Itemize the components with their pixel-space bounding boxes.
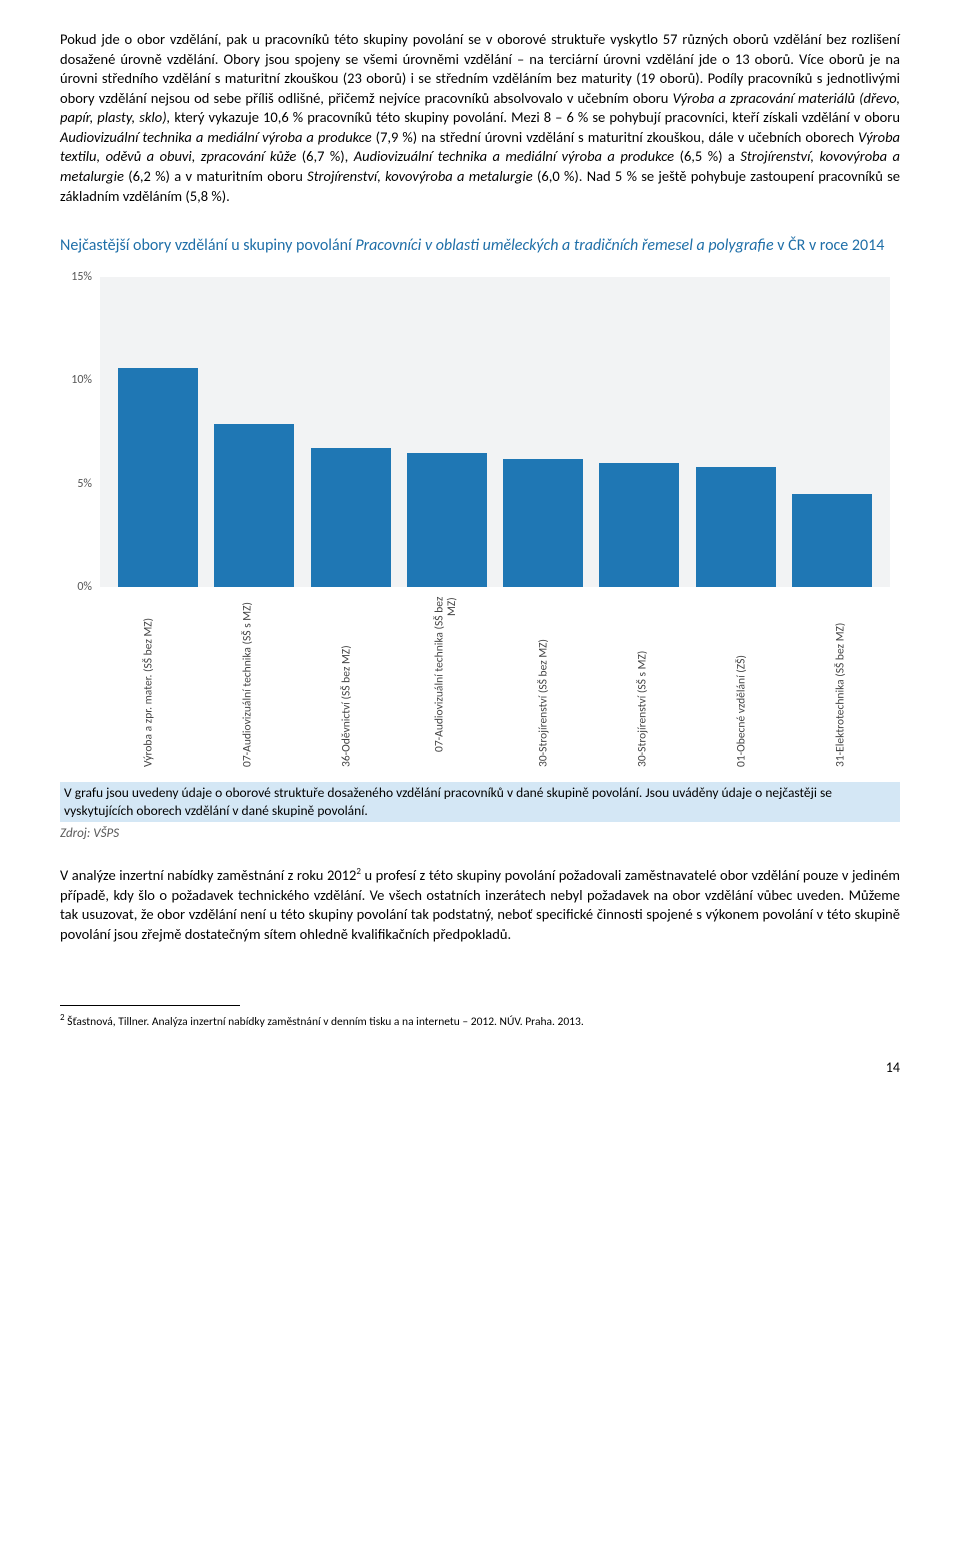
bar <box>407 453 487 587</box>
x-tick-label: 07-Audiovizuální technika (SŠ bez MZ) <box>406 597 486 767</box>
paragraph-2: V analýze inzertní nabídky zaměstnání z … <box>60 866 900 944</box>
x-tick-label: 36-Oděvnictví (SŠ bez MZ) <box>307 597 387 767</box>
x-tick-label: 01-Obecné vzdělání (ZŠ) <box>702 597 782 767</box>
bar-chart: 0%5%10%15% Výroba a zpr. mater. (SŠ bez … <box>60 277 900 777</box>
p1-text-c: (7,9 %) na střední úrovni vzdělání s mat… <box>376 128 858 146</box>
chart-title: Nejčastější obory vzdělání u skupiny pov… <box>60 236 900 257</box>
y-tick-label: 0% <box>77 580 92 594</box>
chart-title-b: v ČR v roce 2014 <box>774 236 885 255</box>
page-number: 14 <box>60 1059 900 1076</box>
footnote-divider <box>60 1005 240 1006</box>
bar <box>311 448 391 586</box>
footnote-text: Šťastnová, Tillner. Analýza inzertní nab… <box>65 1014 584 1028</box>
y-axis: 0%5%10%15% <box>60 277 100 587</box>
p1-italic-6: Strojírenství, kovovýroba a metalurgie <box>307 167 533 185</box>
bar <box>503 459 583 587</box>
paragraph-1: Pokud jde o obor vzdělání, pak u pracovn… <box>60 30 900 206</box>
bar <box>214 424 294 587</box>
x-tick-label: 31-Elektrotechnika (SŠ bez MZ) <box>801 597 881 767</box>
bar <box>118 368 198 587</box>
chart-title-a: Nejčastější obory vzdělání u skupiny pov… <box>60 236 355 255</box>
x-tick-label: Výroba a zpr. mater. (SŠ bez MZ) <box>109 597 189 767</box>
x-tick-label: 30-Strojírenství (SŠ bez MZ) <box>504 597 584 767</box>
x-tick-label: 30-Strojírenství (SŠ s MZ) <box>603 597 683 767</box>
p1-italic-2: Audiovizuální technika a mediální výroba… <box>60 128 372 146</box>
bar <box>696 467 776 587</box>
p1-italic-4: Audiovizuální technika a mediální výroba… <box>354 147 674 165</box>
chart-source: Zdroj: VŠPS <box>60 826 900 841</box>
bar <box>792 494 872 587</box>
chart-title-italic: Pracovníci v oblasti uměleckých a tradič… <box>355 236 773 255</box>
p1-text-b: který vykazuje 10,6 % pracovníků této sk… <box>174 108 900 126</box>
p2-text-a: V analýze inzertní nabídky zaměstnání z … <box>60 866 356 884</box>
p1-text-e: (6,5 %) a <box>680 147 741 165</box>
p1-text-f: (6,2 %) a v maturitním oboru <box>128 167 307 185</box>
y-tick-label: 5% <box>77 477 92 491</box>
y-tick-label: 15% <box>71 270 92 284</box>
x-tick-label: 07-Audiovizuální technika (SŠ s MZ) <box>208 597 288 767</box>
chart-plot-area <box>100 277 890 587</box>
chart-note: V grafu jsou uvedeny údaje o oborové str… <box>60 782 900 822</box>
p1-text-d: (6,7 %), <box>302 147 354 165</box>
y-tick-label: 10% <box>71 373 92 387</box>
x-axis-labels: Výroba a zpr. mater. (SŠ bez MZ)07-Audio… <box>100 597 890 767</box>
bar <box>599 463 679 587</box>
footnote: 2 Šťastnová, Tillner. Analýza inzertní n… <box>60 1012 900 1030</box>
